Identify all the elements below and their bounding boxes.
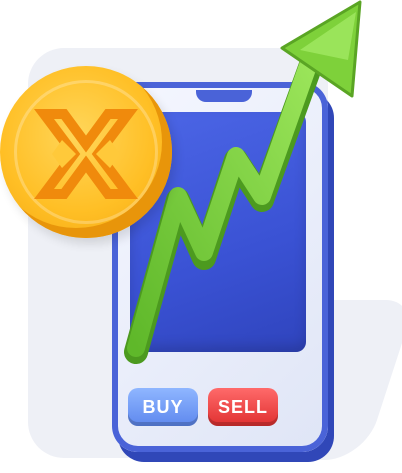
coin-rim — [14, 80, 158, 224]
coin-emblem-icon — [34, 109, 138, 199]
sell-button[interactable]: SELL — [208, 388, 278, 426]
phone-notch — [196, 90, 252, 102]
crypto-coin-icon — [0, 66, 172, 238]
buy-button[interactable]: BUY — [128, 388, 198, 426]
